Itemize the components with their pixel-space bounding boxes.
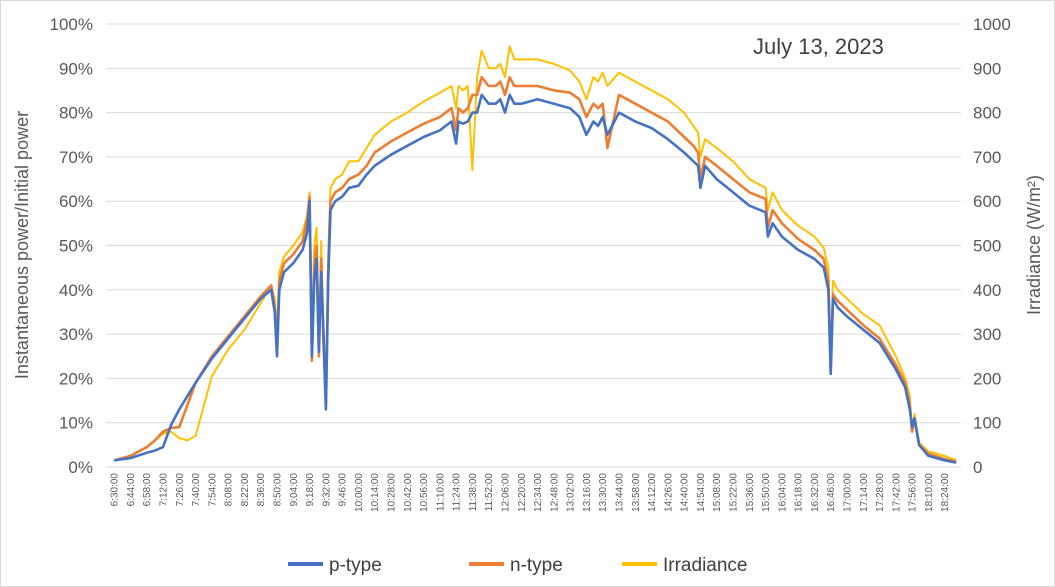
x-tick-label: 6:58:00 bbox=[142, 473, 153, 507]
x-tick-label: 17:42:00 bbox=[891, 473, 902, 512]
y-tick-label: 0% bbox=[68, 458, 93, 477]
series-line-irradiance bbox=[113, 45, 957, 462]
series-line-p-type bbox=[113, 93, 957, 464]
y-tick-label: 90% bbox=[59, 59, 93, 78]
y-tick-label: 70% bbox=[59, 148, 93, 167]
x-tick-label: 8:22:00 bbox=[240, 473, 251, 507]
x-axis-ticks: 6:30:00 6:44:00 6:58:00 7:12:00 7:26:00 7:40:… bbox=[110, 473, 952, 512]
date-annotation: July 13, 2023 bbox=[753, 34, 884, 59]
y2-tick-label: 900 bbox=[973, 59, 1001, 78]
x-tick-label: 13:30:00 bbox=[598, 473, 609, 512]
y2-tick-label: 800 bbox=[973, 104, 1001, 123]
right-axis-ticks: 0 100 200 300 400 500 600 700 800 900 1000 bbox=[973, 15, 1011, 477]
x-tick-label: 11:52:00 bbox=[484, 473, 495, 512]
x-tick-label: 13:44:00 bbox=[615, 473, 626, 512]
legend-label: Irradiance bbox=[663, 555, 748, 576]
x-tick-label: 13:02:00 bbox=[566, 473, 577, 512]
x-tick-label: 13:58:00 bbox=[631, 473, 642, 512]
y2-tick-label: 600 bbox=[973, 192, 1001, 211]
x-tick-label: 17:56:00 bbox=[908, 473, 919, 512]
y-tick-label: 30% bbox=[59, 325, 93, 344]
x-tick-label: 16:46:00 bbox=[826, 473, 837, 512]
x-tick-label: 10:14:00 bbox=[370, 473, 381, 512]
x-tick-label: 14:40:00 bbox=[680, 473, 691, 512]
left-axis-ticks: 0% 10% 20% 30% 40% 50% 60% 70% 80% 90% 100% bbox=[50, 15, 93, 477]
x-tick-label: 7:26:00 bbox=[175, 473, 186, 507]
y2-tick-label: 1000 bbox=[973, 15, 1011, 34]
x-tick-label: 17:28:00 bbox=[875, 473, 886, 512]
x-tick-label: 15:36:00 bbox=[745, 473, 756, 512]
x-tick-label: 7:54:00 bbox=[207, 473, 218, 507]
x-tick-label: 15:08:00 bbox=[712, 473, 723, 512]
x-tick-label: 16:32:00 bbox=[810, 473, 821, 512]
x-tick-label: 12:34:00 bbox=[533, 473, 544, 512]
y2-tick-label: 0 bbox=[973, 458, 982, 477]
y2-tick-label: 300 bbox=[973, 325, 1001, 344]
x-tick-label: 17:00:00 bbox=[843, 473, 854, 512]
y2-axis-title: Irradiance (W/m²) bbox=[1024, 175, 1044, 315]
x-tick-label: 8:36:00 bbox=[256, 473, 267, 507]
x-tick-label: 11:10:00 bbox=[435, 473, 446, 512]
y-tick-label: 10% bbox=[59, 414, 93, 433]
series-lines bbox=[113, 45, 957, 464]
x-tick-label: 16:04:00 bbox=[777, 473, 788, 512]
gridlines bbox=[106, 23, 961, 468]
x-tick-label: 8:50:00 bbox=[273, 473, 284, 507]
x-tick-label: 10:28:00 bbox=[387, 473, 398, 512]
x-tick-label: 6:30:00 bbox=[110, 473, 121, 507]
legend: p-type n-type Irradiance bbox=[288, 555, 748, 576]
x-tick-label: 6:44:00 bbox=[126, 473, 137, 507]
x-tick-label: 14:54:00 bbox=[696, 473, 707, 512]
x-tick-label: 9:46:00 bbox=[338, 473, 349, 507]
x-tick-label: 12:48:00 bbox=[549, 473, 560, 512]
x-tick-label: 15:50:00 bbox=[761, 473, 772, 512]
x-tick-label: 9:32:00 bbox=[321, 473, 332, 507]
x-tick-label: 16:18:00 bbox=[794, 473, 805, 512]
x-tick-label: 9:04:00 bbox=[289, 473, 300, 507]
y2-tick-label: 200 bbox=[973, 369, 1001, 388]
x-tick-label: 7:12:00 bbox=[159, 473, 170, 507]
x-tick-label: 11:24:00 bbox=[452, 473, 463, 512]
x-tick-label: 10:42:00 bbox=[403, 473, 414, 512]
x-tick-label: 18:10:00 bbox=[924, 473, 935, 512]
x-tick-label: 14:26:00 bbox=[663, 473, 674, 512]
y-tick-label: 60% bbox=[59, 192, 93, 211]
x-tick-label: 18:24:00 bbox=[940, 473, 951, 512]
x-tick-label: 13:16:00 bbox=[582, 473, 593, 512]
x-tick-label: 8:08:00 bbox=[224, 473, 235, 507]
y2-tick-label: 100 bbox=[973, 414, 1001, 433]
x-tick-label: 12:06:00 bbox=[501, 473, 512, 512]
x-tick-label: 10:56:00 bbox=[419, 473, 430, 512]
y2-tick-label: 400 bbox=[973, 281, 1001, 300]
legend-label: p-type bbox=[329, 555, 382, 576]
x-tick-label: 7:40:00 bbox=[191, 473, 202, 507]
series-line-n-type bbox=[113, 75, 957, 463]
x-tick-label: 14:12:00 bbox=[647, 473, 658, 512]
y-tick-label: 100% bbox=[50, 15, 93, 34]
x-tick-label: 17:14:00 bbox=[859, 473, 870, 512]
y-tick-label: 80% bbox=[59, 104, 93, 123]
x-tick-label: 11:38:00 bbox=[468, 473, 479, 512]
x-tick-label: 10:00:00 bbox=[354, 473, 365, 512]
y-tick-label: 20% bbox=[59, 369, 93, 388]
x-tick-label: 12:20:00 bbox=[517, 473, 528, 512]
y2-tick-label: 700 bbox=[973, 148, 1001, 167]
y-tick-label: 40% bbox=[59, 281, 93, 300]
x-tick-label: 15:22:00 bbox=[729, 473, 740, 512]
y-tick-label: 50% bbox=[59, 237, 93, 256]
y2-tick-label: 500 bbox=[973, 237, 1001, 256]
y-axis-title: Instantaneous power/Initial power bbox=[12, 111, 32, 379]
legend-label: n-type bbox=[510, 555, 563, 576]
x-tick-label: 9:18:00 bbox=[305, 473, 316, 507]
